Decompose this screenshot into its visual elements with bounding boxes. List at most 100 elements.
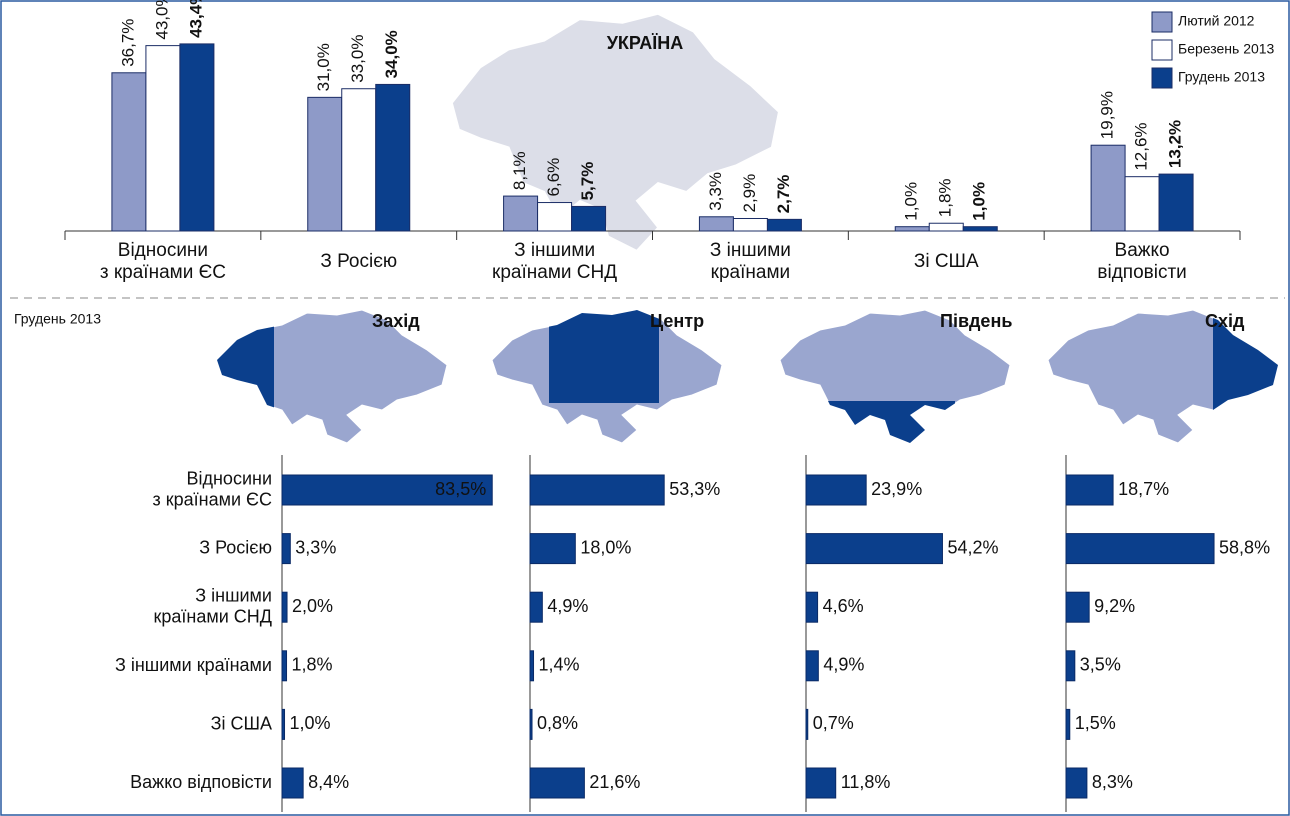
data-label: 8,1% (510, 151, 529, 190)
data-label: 9,2% (1094, 596, 1135, 616)
bar (805, 650, 819, 682)
data-label: 2,0% (292, 596, 333, 616)
bar (1158, 173, 1194, 232)
x-tick-label: З Росією (320, 251, 397, 272)
bar (529, 767, 585, 799)
bar (145, 45, 181, 232)
data-label: 1,0% (970, 182, 989, 221)
legend-swatch (1151, 39, 1173, 61)
data-label: 3,5% (1080, 655, 1121, 675)
x-tick-label: Важко відповісти (1097, 240, 1186, 283)
bar (1065, 533, 1215, 565)
bar (281, 474, 493, 506)
panel-subtitle: Грудень 2013 (14, 311, 101, 327)
data-label: 31,0% (314, 43, 333, 91)
data-label: 53,3% (669, 479, 720, 499)
bar (281, 650, 288, 682)
bar (805, 474, 867, 506)
data-label: 33,0% (348, 35, 367, 83)
bar (766, 218, 802, 232)
data-label: 1,0% (902, 182, 921, 221)
data-label: 1,0% (290, 713, 331, 733)
data-label: 6,6% (544, 158, 563, 197)
x-tick-label: Відносини з країнами ЄС (100, 240, 226, 283)
bar (529, 591, 543, 623)
y-tick-label: Відносини з країнами ЄС (153, 468, 272, 509)
data-label: 83,5% (435, 479, 486, 499)
data-label: 19,9% (1098, 91, 1117, 139)
bar (503, 195, 539, 232)
data-label: 18,0% (580, 537, 631, 557)
data-label: 0,8% (537, 713, 578, 733)
bar (1065, 591, 1090, 623)
data-label: 3,3% (295, 537, 336, 557)
bar (529, 533, 576, 565)
map-title: УКРАЇНА (607, 33, 684, 53)
data-label: 1,4% (539, 655, 580, 675)
data-label: 5,7% (578, 162, 597, 201)
x-tick-label: З іншими країнами (710, 240, 791, 283)
data-label: 4,9% (823, 655, 864, 675)
bar (375, 83, 411, 232)
bar (281, 708, 286, 740)
x-tick-label: Зі США (914, 251, 979, 272)
bar (1065, 708, 1071, 740)
y-tick-label: Важко відповісти (130, 772, 272, 792)
data-label: 13,2% (1166, 120, 1185, 168)
y-tick-label: З іншими країнами (115, 655, 272, 675)
bar (111, 72, 147, 232)
bar (698, 216, 734, 232)
legend-label: Лютий 2012 (1178, 13, 1255, 29)
data-label: 58,8% (1219, 537, 1270, 557)
bar (1124, 176, 1160, 232)
bar (805, 767, 837, 799)
bar (732, 217, 768, 232)
bar (894, 226, 930, 232)
bar (281, 533, 291, 565)
data-label: 1,8% (292, 655, 333, 675)
legend-swatch (1151, 11, 1173, 33)
bar (805, 708, 809, 740)
data-label: 18,7% (1118, 479, 1169, 499)
data-label: 2,7% (774, 175, 793, 214)
bar (928, 222, 964, 232)
bar (529, 650, 535, 682)
data-label: 4,9% (547, 596, 588, 616)
data-label: 54,2% (947, 537, 998, 557)
bar (962, 226, 998, 232)
data-label: 23,9% (871, 479, 922, 499)
legend-swatch (1151, 67, 1173, 89)
bar (1065, 474, 1114, 506)
data-label: 1,8% (936, 178, 955, 217)
panel-title: Схід (1205, 311, 1245, 331)
bar (1065, 767, 1088, 799)
y-tick-label: З іншими країнами СНД (154, 585, 272, 626)
bar (529, 474, 665, 506)
legend-label: Грудень 2013 (1178, 69, 1265, 85)
data-label: 43,4% (186, 0, 205, 38)
panel-title: Захід (372, 311, 420, 331)
bar (1065, 650, 1076, 682)
data-label: 8,4% (308, 772, 349, 792)
data-label: 21,6% (589, 772, 640, 792)
bar (341, 88, 377, 232)
panel-title: Південь (940, 311, 1012, 331)
data-label: 36,7% (118, 19, 137, 67)
legend-label: Березень 2013 (1178, 41, 1275, 57)
data-label: 11,8% (841, 772, 891, 792)
data-label: 4,6% (823, 596, 864, 616)
data-label: 34,0% (382, 30, 401, 78)
y-tick-label: З Росією (199, 537, 272, 557)
bar (1090, 144, 1126, 232)
data-label: 1,5% (1075, 713, 1116, 733)
bar (281, 767, 304, 799)
bar (537, 202, 573, 232)
data-label: 3,3% (706, 172, 725, 211)
bar (281, 591, 288, 623)
data-label: 8,3% (1092, 772, 1133, 792)
data-label: 2,9% (740, 174, 759, 213)
bar (307, 96, 343, 232)
data-label: 12,6% (1132, 122, 1151, 170)
